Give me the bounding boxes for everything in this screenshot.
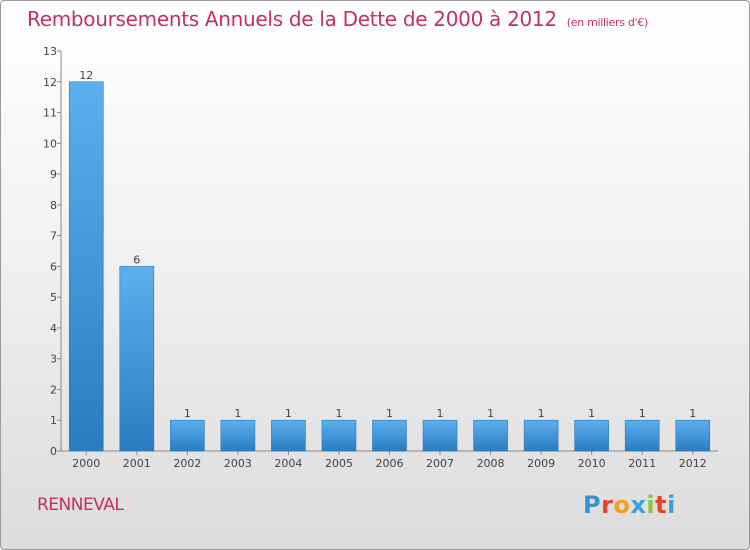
data-label: 6 (133, 253, 140, 266)
bar (170, 419, 205, 452)
x-tick-label: 2007 (426, 457, 454, 470)
data-label: 1 (386, 407, 393, 420)
y-tick-label: 10 (43, 137, 57, 150)
bar (473, 419, 508, 452)
logo-letter: P (583, 491, 602, 519)
bar (321, 419, 357, 452)
data-label: 1 (588, 407, 595, 420)
x-tick-label: 2008 (477, 457, 505, 470)
y-tick-label: 0 (50, 445, 57, 458)
x-tick-label: 2000 (72, 457, 100, 470)
data-label: 1 (234, 407, 241, 420)
y-tick-label: 6 (50, 260, 57, 273)
y-tick-label: 3 (50, 353, 57, 366)
y-tick-label: 4 (50, 322, 57, 335)
x-tick-label: 2006 (376, 457, 404, 470)
bar (523, 419, 559, 452)
y-tick-label: 8 (50, 199, 57, 212)
data-label: 1 (335, 407, 342, 420)
bar (220, 419, 256, 452)
data-label: 1 (538, 407, 545, 420)
x-tick-label: 2003 (224, 457, 252, 470)
y-tick-label: 11 (43, 107, 57, 120)
x-tick-label: 2005 (325, 457, 353, 470)
y-tick-label: 13 (43, 45, 57, 58)
data-label: 1 (487, 407, 494, 420)
y-tick-label: 1 (50, 414, 57, 427)
data-label: 1 (285, 407, 292, 420)
chart-title: Remboursements Annuels de la Dette de 20… (27, 7, 648, 31)
y-tick-label: 7 (50, 230, 57, 243)
bar (574, 419, 609, 452)
bar (271, 419, 306, 452)
x-tick-label: 2010 (578, 457, 606, 470)
bar (675, 419, 711, 452)
bar (624, 419, 660, 452)
data-label: 1 (184, 407, 191, 420)
x-tick-label: 2004 (274, 457, 302, 470)
bar (119, 266, 155, 452)
y-tick-label: 12 (43, 76, 57, 89)
data-label: 1 (639, 407, 646, 420)
logo-letter: x (630, 491, 647, 519)
data-label: 1 (437, 407, 444, 420)
x-tick-label: 2011 (628, 457, 656, 470)
logo-letter: i (646, 491, 656, 519)
x-tick-label: 2002 (173, 457, 201, 470)
y-tick-label: 5 (50, 291, 57, 304)
logo-letter: r (601, 491, 614, 519)
bar (68, 81, 104, 452)
y-tick-label: 2 (50, 383, 57, 396)
x-tick-label: 2012 (679, 457, 707, 470)
logo-letter: i (667, 491, 676, 519)
proxiti-logo: Proxiti (583, 491, 676, 519)
chart-title-text: Remboursements Annuels de la Dette de 20… (27, 7, 557, 31)
logo-letter: o (613, 491, 631, 519)
x-tick-label: 2009 (527, 457, 555, 470)
data-label: 1 (689, 407, 696, 420)
bar (422, 419, 458, 452)
location-name: RENNEVAL (37, 495, 124, 515)
logo-letter: t (655, 491, 668, 519)
y-tick-label: 9 (50, 168, 57, 181)
chart-unit: (en milliers d'€) (566, 16, 648, 29)
bar (372, 419, 407, 452)
data-label: 12 (79, 69, 93, 82)
x-tick-label: 2001 (123, 457, 151, 470)
